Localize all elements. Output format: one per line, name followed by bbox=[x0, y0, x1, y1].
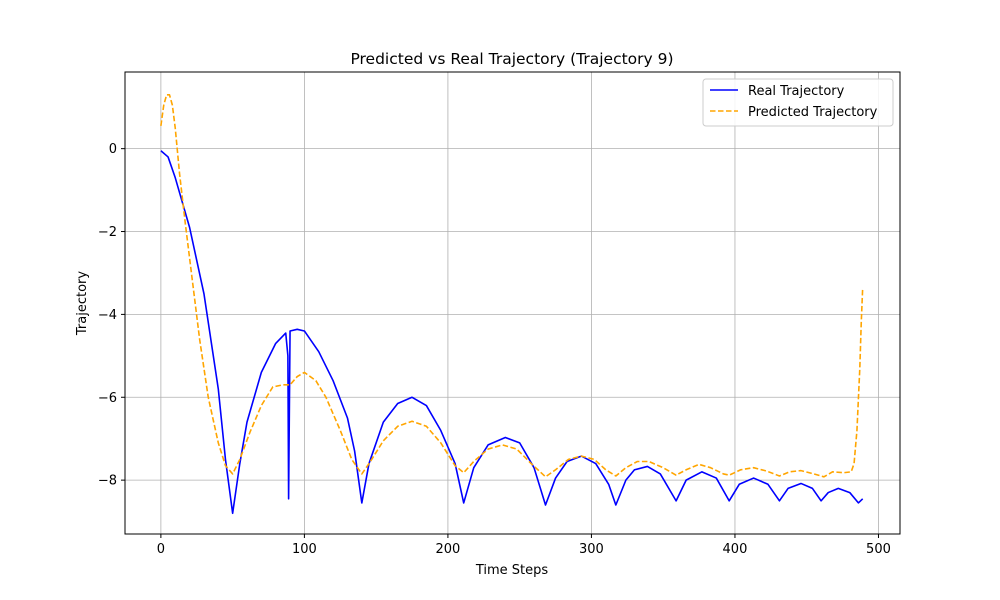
x-tick-label-3: 300 bbox=[579, 542, 604, 557]
y-tick-label-3: −6 bbox=[98, 391, 117, 406]
legend-label-real: Real Trajectory bbox=[748, 84, 845, 99]
series-line-real bbox=[160, 150, 864, 515]
plot-frame bbox=[124, 71, 901, 535]
grid bbox=[125, 72, 900, 534]
legend-box bbox=[702, 78, 894, 127]
legend-label-predicted: Predicted Trajectory bbox=[748, 105, 878, 120]
y-tick-label-2: −4 bbox=[98, 308, 117, 323]
series-line-predicted bbox=[160, 93, 864, 478]
series-layer bbox=[160, 93, 864, 515]
x-tick-label-1: 100 bbox=[292, 542, 317, 557]
x-tick-label-0: 0 bbox=[157, 542, 165, 557]
y-tick-label-0: 0 bbox=[109, 142, 117, 157]
x-axis-label: Time Steps bbox=[475, 563, 549, 578]
x-tick-label-5: 500 bbox=[866, 542, 891, 557]
x-tick-label-2: 200 bbox=[436, 542, 461, 557]
x-tick-label-4: 400 bbox=[723, 542, 748, 557]
y-axis-label: Trajectory bbox=[75, 271, 90, 336]
x-axis: 0 100 200 300 400 500 bbox=[157, 534, 891, 557]
y-axis: 0 −2 −4 −6 −8 bbox=[98, 142, 125, 489]
chart-title: Predicted vs Real Trajectory (Trajectory… bbox=[350, 50, 673, 68]
y-tick-label-4: −8 bbox=[98, 474, 117, 489]
y-tick-label-1: −2 bbox=[98, 225, 117, 240]
legend: Real Trajectory Predicted Trajectory bbox=[702, 78, 894, 127]
